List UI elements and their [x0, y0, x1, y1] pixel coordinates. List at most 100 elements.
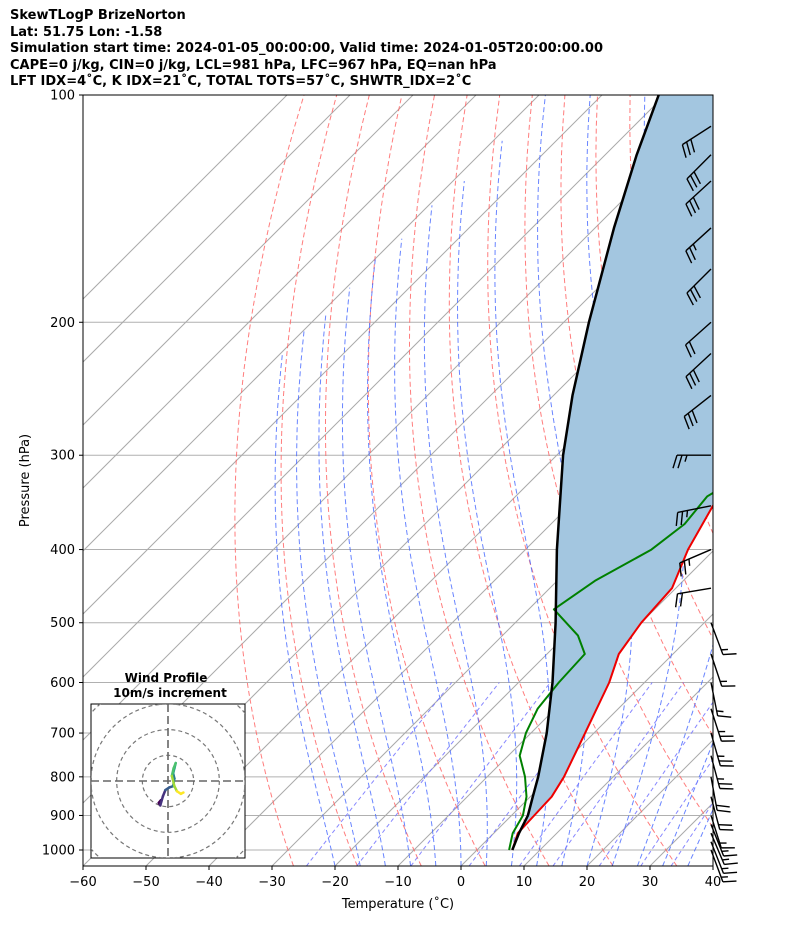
axes: −60 −50 −40 −30 −20 −10 0 10 20 30 40 1000 900 800 700…	[18, 89, 721, 913]
hodograph-segment	[170, 774, 176, 788]
moist-adiabat-line	[274, 353, 336, 866]
wind-barb	[681, 125, 712, 158]
isotherm-line	[83, 95, 414, 426]
wind-barb	[685, 180, 712, 217]
y-tick-label: 500	[50, 616, 75, 631]
x-tick-label: 20	[579, 875, 596, 890]
wind-barb	[685, 227, 712, 264]
hodograph-segment	[170, 766, 175, 778]
cape-area	[512, 95, 713, 850]
time-label: Simulation start time: 2024-01-05_00:00:…	[10, 41, 603, 56]
hodograph-title: Wind Profile	[125, 671, 208, 685]
y-tick-label: 600	[50, 676, 75, 691]
wind-barb	[710, 682, 732, 718]
x-tick-label: −20	[321, 875, 348, 890]
wind-barb	[679, 548, 712, 577]
y-tick-label: 900	[50, 809, 75, 824]
moist-adiabat-line	[341, 287, 412, 866]
wind-barb	[685, 353, 712, 390]
indices-line-1: CAPE=0 j/kg, CIN=0 j/kg, LCL=981 hPa, LF…	[10, 57, 497, 73]
wind-barb	[684, 321, 712, 358]
dry-adiabat-line	[448, 95, 614, 866]
hodograph-subtitle: 10m/s increment	[113, 686, 227, 700]
wind-barb	[683, 394, 712, 430]
hodograph-segment	[179, 791, 185, 796]
x-tick-label: −50	[132, 875, 159, 890]
dry-adiabat-line	[280, 95, 358, 866]
wind-barb	[710, 755, 734, 790]
mixing-ratio-line	[468, 682, 606, 866]
moist-adiabat-line	[611, 95, 686, 866]
temperature-line	[511, 504, 713, 851]
mixing-ratio-line	[518, 682, 653, 866]
isotherm-line	[83, 95, 288, 300]
isotherm-line	[523, 676, 713, 866]
isotherm-line	[460, 613, 713, 866]
y-tick-label: 800	[50, 770, 75, 785]
chart-title: SkewTLogP BrizeNorton	[10, 8, 186, 23]
isotherm-line	[83, 95, 540, 552]
y-tick-label: 200	[50, 316, 75, 331]
wind-barb	[672, 454, 711, 469]
cape-fill	[512, 95, 713, 850]
wind-barb	[710, 708, 736, 742]
isotherm-line	[83, 95, 351, 363]
x-tick-label: −40	[195, 875, 222, 890]
mixing-ratio-line	[356, 682, 500, 866]
dry-adiabat-line	[367, 95, 486, 866]
y-tick-label: 400	[50, 543, 75, 558]
wind-barb	[686, 154, 712, 192]
isotherm-line	[397, 550, 713, 866]
dry-adiabat-line	[524, 95, 713, 829]
x-tick-label: 0	[457, 875, 465, 890]
wind-barb	[710, 653, 736, 687]
x-tick-label: −30	[258, 875, 285, 890]
isotherm-line	[83, 95, 477, 489]
dry-adiabat-line	[728, 95, 794, 866]
wind-barb	[710, 622, 737, 656]
wind-barb	[674, 587, 712, 608]
dewpoint-line	[508, 491, 713, 851]
indices-line-2: LFT IDX=4˚C, K IDX=21˚C, TOTAL TOTS=57˚C…	[10, 74, 472, 89]
wind-barb	[710, 776, 731, 813]
y-axis-label: Pressure (hPa)	[18, 434, 33, 527]
y-tick-label: 700	[50, 727, 75, 742]
profile-lines	[508, 95, 713, 851]
mixing-ratio-line	[670, 801, 713, 866]
y-tick-label: 300	[50, 449, 75, 464]
moist-adiabat-line	[687, 808, 713, 866]
y-tick-label: 100	[50, 89, 75, 104]
dry-adiabat-line	[234, 95, 305, 866]
moist-adiabat-line	[712, 864, 713, 866]
moist-adiabat-line	[494, 140, 551, 866]
dry-adiabat-line	[409, 95, 550, 866]
mixing-ratio-line	[640, 758, 713, 866]
x-tick-label: 40	[705, 875, 722, 890]
parcel-line	[511, 95, 660, 851]
location-label: Lat: 51.75 Lon: -1.58	[10, 24, 163, 40]
isotherm-line	[712, 865, 713, 866]
moist-adiabat-line	[662, 741, 713, 866]
wind-barb	[710, 841, 738, 875]
moist-adiabat-line	[456, 180, 518, 866]
moist-adiabat-line	[636, 95, 713, 866]
isotherm-line	[83, 95, 603, 615]
wind-barb	[675, 505, 712, 527]
mixing-ratio-line	[598, 701, 713, 866]
moist-adiabat-line	[537, 95, 589, 866]
mixing-ratio-line	[410, 682, 551, 866]
dry-adiabat-line	[761, 95, 794, 866]
moist-adiabat-line	[296, 330, 361, 866]
x-tick-label: −60	[69, 875, 96, 890]
x-tick-label: −10	[384, 875, 411, 890]
moist-adiabat-line	[367, 259, 437, 866]
wind-barb	[710, 796, 734, 831]
moist-adiabat-line	[738, 95, 794, 866]
y-tick-label: 1000	[42, 844, 75, 859]
x-tick-label: 30	[642, 875, 659, 890]
isotherm-line	[145, 298, 713, 866]
moist-adiabat-line	[394, 238, 462, 866]
isotherm-line	[83, 109, 713, 741]
